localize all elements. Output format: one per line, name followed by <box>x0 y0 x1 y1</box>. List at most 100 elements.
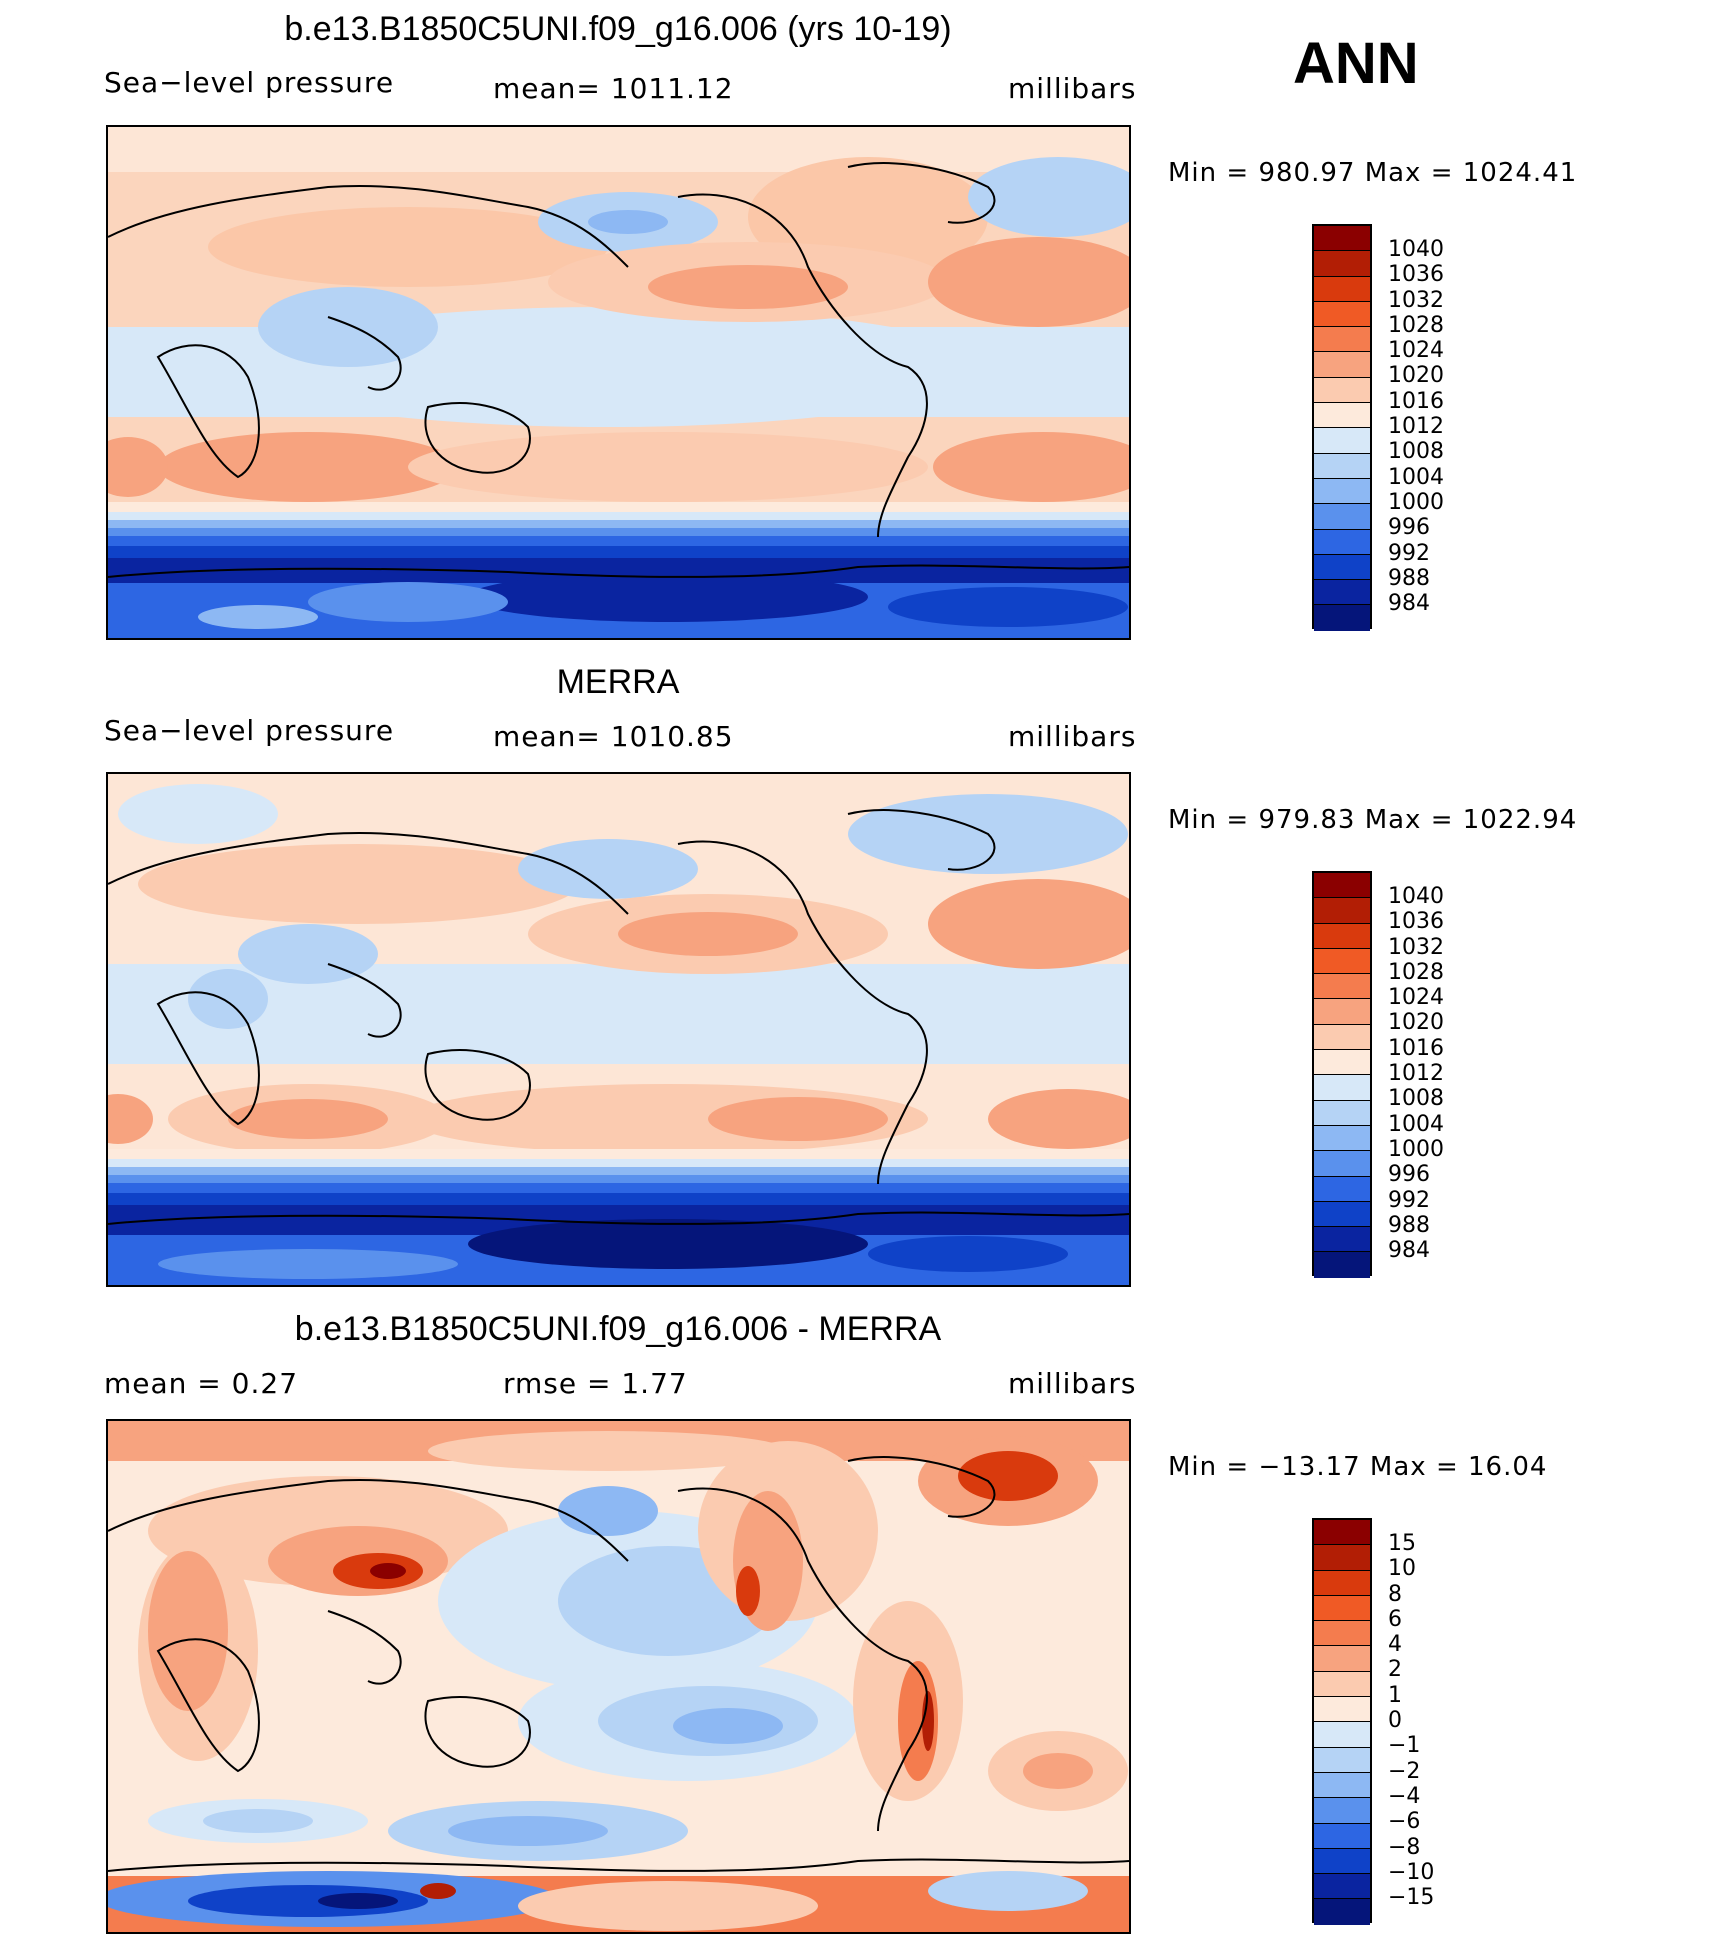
colorbar-label: 1016 <box>1388 1035 1444 1061</box>
panel-1-title: b.e13.B1850C5UNI.f09_g16.006 (yrs 10-19) <box>284 10 952 48</box>
colorbar-label: 1036 <box>1388 262 1444 288</box>
colorbar-label: 1008 <box>1388 439 1444 465</box>
colorbar-label: 1012 <box>1388 414 1444 440</box>
colorbar-label: 1000 <box>1388 1136 1444 1162</box>
colorbar-swatch <box>1314 1570 1370 1596</box>
colorbar-label: −8 <box>1388 1834 1421 1860</box>
colorbar-label: 984 <box>1388 591 1430 617</box>
colorbar-label: 1032 <box>1388 287 1444 313</box>
colorbar-swatch <box>1314 327 1370 353</box>
panel-1-contour-field <box>108 127 1129 638</box>
colorbar-swatch <box>1314 974 1370 1000</box>
colorbar-label: 984 <box>1388 1238 1430 1264</box>
colorbar-label: −4 <box>1388 1783 1421 1809</box>
colorbar-swatch <box>1314 1798 1370 1824</box>
colorbar-swatch <box>1314 923 1370 949</box>
colorbar-swatch <box>1314 226 1370 252</box>
colorbar-swatch <box>1314 580 1370 606</box>
colorbar-label: 1004 <box>1388 464 1444 490</box>
colorbar-swatch <box>1314 352 1370 378</box>
colorbar-swatch <box>1314 999 1370 1025</box>
colorbar-swatch <box>1314 1722 1370 1748</box>
colorbar-label: 988 <box>1388 565 1430 591</box>
panel-1-minmax: Min = 980.97 Max = 1024.41 <box>1168 158 1578 188</box>
colorbar-label: −10 <box>1388 1859 1435 1885</box>
season-label: ANN <box>1293 31 1419 96</box>
panel-2-contour-field <box>108 774 1129 1285</box>
panel-2-variable-label: Sea−level pressure <box>104 714 395 747</box>
colorbar-swatch <box>1314 377 1370 404</box>
colorbar-swatch <box>1314 301 1370 328</box>
colorbar-label: −1 <box>1388 1733 1421 1759</box>
colorbar-swatch <box>1314 1024 1370 1051</box>
colorbar-swatch <box>1314 1772 1370 1799</box>
colorbar-label: 15 <box>1388 1531 1416 1556</box>
colorbar-label: 1028 <box>1388 959 1444 985</box>
panel-2-mean-label: mean= 1010.85 <box>493 720 734 753</box>
colorbar-swatch <box>1314 1252 1370 1278</box>
colorbar-label: −15 <box>1388 1885 1435 1911</box>
colorbar-swatch <box>1314 873 1370 899</box>
colorbar-swatch <box>1314 529 1370 555</box>
colorbar-label: 8 <box>1388 1581 1402 1607</box>
colorbar-label: 996 <box>1388 1162 1430 1188</box>
colorbar-swatch <box>1314 948 1370 975</box>
colorbar-label: 1020 <box>1388 1010 1444 1036</box>
panel-1-map <box>106 125 1131 640</box>
panel-3-units-label: millibars <box>1008 1367 1137 1400</box>
colorbar-label: −6 <box>1388 1809 1421 1835</box>
panel-3-rmse-label: rmse = 1.77 <box>503 1367 688 1400</box>
colorbar-label: −2 <box>1388 1758 1421 1784</box>
panel-2-colorbar <box>1312 871 1372 1278</box>
colorbar-label: 2 <box>1388 1657 1402 1683</box>
colorbar-swatch <box>1314 1125 1370 1152</box>
colorbar-swatch <box>1314 1697 1370 1723</box>
colorbar-swatch <box>1314 1646 1370 1672</box>
colorbar-swatch <box>1314 1176 1370 1202</box>
panel-1-colorbar <box>1312 224 1372 631</box>
panel-2-title: MERRA <box>556 663 680 701</box>
colorbar-swatch <box>1314 1050 1370 1076</box>
colorbar-label: 1028 <box>1388 312 1444 338</box>
panel-3-mean-label: mean = 0.27 <box>104 1367 299 1400</box>
colorbar-label: 992 <box>1388 540 1430 566</box>
panel-2-units-label: millibars <box>1008 720 1137 753</box>
colorbar-swatch <box>1314 1075 1370 1101</box>
colorbar-swatch <box>1314 276 1370 302</box>
colorbar-swatch <box>1314 1874 1370 1900</box>
colorbar-swatch <box>1314 1520 1370 1546</box>
colorbar-swatch <box>1314 1595 1370 1622</box>
colorbar-swatch <box>1314 428 1370 454</box>
colorbar-label: 4 <box>1388 1632 1402 1658</box>
colorbar-label: 1020 <box>1388 363 1444 389</box>
colorbar-label: 1040 <box>1388 237 1444 262</box>
panel-1-mean-label: mean= 1011.12 <box>493 72 734 105</box>
colorbar-label: 1036 <box>1388 909 1444 935</box>
colorbar-swatch <box>1314 554 1370 581</box>
colorbar-label: 1024 <box>1388 985 1444 1011</box>
panel-1-units-label: millibars <box>1008 72 1137 105</box>
colorbar-swatch <box>1314 898 1370 924</box>
colorbar-label: 996 <box>1388 515 1430 541</box>
colorbar-swatch <box>1314 1899 1370 1925</box>
colorbar-label: 6 <box>1388 1606 1402 1632</box>
colorbar-label: 1004 <box>1388 1111 1444 1137</box>
panel-3-map <box>106 1419 1131 1934</box>
colorbar-swatch <box>1314 1848 1370 1875</box>
colorbar-swatch <box>1314 1747 1370 1773</box>
colorbar-swatch <box>1314 478 1370 505</box>
colorbar-swatch <box>1314 1201 1370 1228</box>
colorbar-label: 992 <box>1388 1187 1430 1213</box>
panel-3-minmax: Min = −13.17 Max = 16.04 <box>1168 1452 1548 1482</box>
colorbar-label: 10 <box>1388 1556 1416 1582</box>
panel-1-variable-label: Sea−level pressure <box>104 66 395 99</box>
colorbar-swatch <box>1314 1100 1370 1126</box>
panel-2-minmax: Min = 979.83 Max = 1022.94 <box>1168 805 1578 835</box>
colorbar-swatch <box>1314 1151 1370 1177</box>
colorbar-swatch <box>1314 605 1370 631</box>
colorbar-label: 1000 <box>1388 489 1444 515</box>
panel-2-map <box>106 772 1131 1287</box>
colorbar-label: 1 <box>1388 1682 1402 1708</box>
colorbar-swatch <box>1314 251 1370 277</box>
panel-3-colorbar-labels: 15 10 8 6 4 2 1 0 −1 −2 −4 −6 −8 −10 −15 <box>1388 1531 1434 1910</box>
